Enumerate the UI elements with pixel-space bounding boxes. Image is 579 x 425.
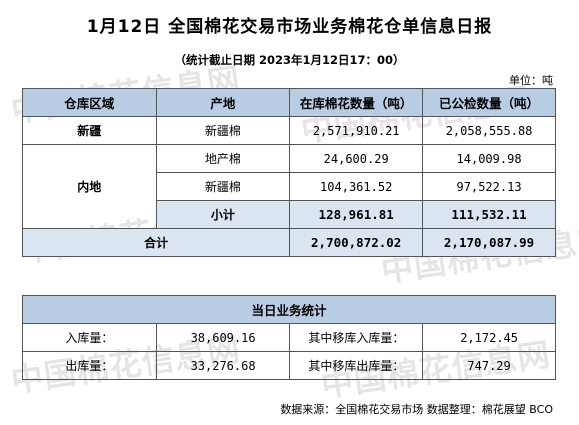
subtotal-label: 小计: [155, 200, 291, 229]
header-origin: 产地: [155, 88, 291, 117]
inbound-value: 38,609.16: [155, 323, 291, 352]
inspected-cell: 97,522.13: [422, 172, 556, 201]
total-inspected: 2,170,087.99: [422, 228, 556, 257]
page-title: 1月12日 全国棉花交易市场业务棉花仓单信息日报: [86, 17, 493, 37]
transfer-in-value: 2,172.45: [422, 323, 556, 352]
transfer-out-value: 747.29: [422, 351, 556, 380]
in-stock-cell: 2,571,910.21: [289, 116, 424, 145]
subtotal-in-stock: 128,961.81: [289, 200, 424, 229]
inbound-label: 入库量：: [22, 323, 157, 352]
table-row-total: 合计 2,700,872.02 2,170,087.99: [21, 228, 556, 257]
inventory-table: 仓库区域 产地 在库棉花数量（吨） 已公检数量（吨） 新疆 新疆棉 2,571,…: [21, 88, 556, 257]
subtotal-inspected: 111,532.11: [422, 200, 556, 229]
outbound-label: 出库量：: [22, 351, 157, 380]
table-row-outbound: 出库量： 33,276.68 其中移库出库量： 747.29: [22, 351, 556, 380]
footer-source: 数据来源：全国棉花交易市场 数据整理：棉花展望 BCO: [280, 403, 553, 416]
total-in-stock: 2,700,872.02: [289, 228, 424, 257]
page-subtitle: （统计截止日期 2023年1月12日17：00）: [174, 53, 405, 67]
in-stock-cell: 104,361.52: [289, 172, 424, 201]
daily-header-row: 当日业务统计: [22, 295, 556, 324]
unit-label: 单位：吨: [509, 74, 553, 87]
total-label: 合计: [21, 228, 291, 257]
transfer-out-label: 其中移库出库量：: [289, 351, 424, 380]
table-row-inland-local: 内地 地产棉 24,600.29 14,009.98: [22, 144, 556, 229]
inspected-cell: 14,009.98: [422, 144, 556, 173]
header-in-stock: 在库棉花数量（吨）: [289, 88, 424, 117]
region-xinjiang: 新疆: [22, 116, 157, 145]
origin-cell: 新疆棉: [155, 116, 291, 145]
table-row-inland-xinjiang: 新疆棉 104,361.52 97,522.13: [23, 172, 556, 201]
table-row-xinjiang: 新疆 新疆棉 2,571,910.21 2,058,555.88: [22, 116, 556, 145]
daily-stats-table: 当日业务统计 入库量： 38,609.16 其中移库入库量： 2,172.45 …: [22, 295, 556, 380]
transfer-in-label: 其中移库入库量：: [289, 323, 424, 352]
outbound-value: 33,276.68: [155, 351, 291, 380]
header-inspected: 已公检数量（吨）: [422, 88, 556, 117]
origin-cell: 新疆棉: [155, 172, 291, 201]
origin-cell: 地产棉: [155, 144, 291, 173]
in-stock-cell: 24,600.29: [289, 144, 424, 173]
inventory-header-row: 仓库区域 产地 在库棉花数量（吨） 已公检数量（吨）: [22, 88, 556, 117]
table-row-inbound: 入库量： 38,609.16 其中移库入库量： 2,172.45: [22, 323, 556, 352]
inspected-cell: 2,058,555.88: [422, 116, 556, 145]
region-inland: 内地: [22, 144, 157, 229]
daily-header: 当日业务统计: [22, 295, 556, 324]
header-region: 仓库区域: [22, 88, 157, 117]
